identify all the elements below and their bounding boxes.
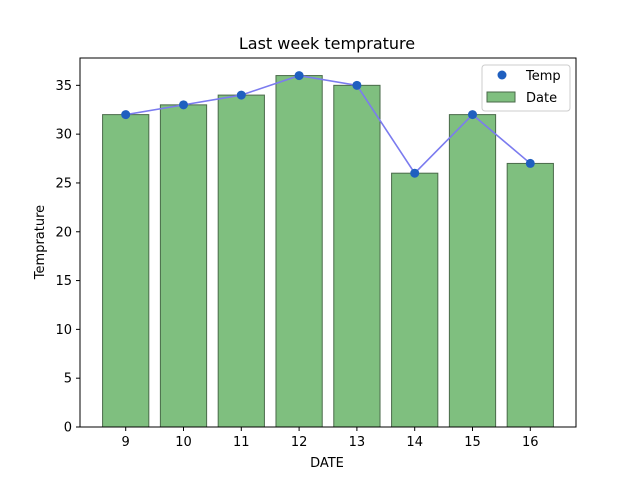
legend: Temp Date [481,64,571,112]
y-tick-label-15: 15 [55,274,72,289]
y-tick-label-35: 35 [55,79,72,94]
temp-point-16 [525,158,535,168]
x-tick-label-12: 12 [291,435,308,450]
legend-temp-marker [497,70,507,80]
x-tick-label-9: 9 [122,435,130,450]
bar-10 [159,104,208,428]
bar-16 [506,162,554,428]
bar-14 [391,172,439,428]
bars-layer [102,75,554,428]
temp-point-15 [468,110,477,120]
x-tick-label-16: 16 [522,435,539,450]
bar-15 [448,114,497,428]
x-tick-label-10: 10 [175,435,192,450]
bar-11 [217,94,265,428]
plot-frame [79,57,577,428]
y-axis-label: Temprature [33,205,48,280]
legend-temp-label: Temp [525,69,561,84]
x-tick-label-15: 15 [464,435,481,450]
y-tick-label-0: 0 [64,421,72,436]
bar-9 [102,114,150,428]
chart-title: Last week temprature [239,34,415,53]
line-layer [121,71,535,178]
legend-date-swatch [486,91,516,103]
y-tick-label-20: 20 [55,225,72,240]
temp-point-14 [410,168,420,178]
y-tick-label-25: 25 [55,176,72,191]
y-tick-label-5: 5 [64,372,72,387]
temp-line [125,74,531,175]
temp-point-12 [294,71,304,81]
legend-date-label: Date [526,91,557,106]
bar-12 [275,75,323,428]
y-tick-label-30: 30 [55,128,72,143]
bar-13 [333,84,381,428]
x-axis-label: DATE [310,456,344,471]
temp-point-13 [352,80,362,90]
ticks-layer: 9 10 11 12 13 14 15 16 0 5 10 15 20 25 30 35 [55,79,538,450]
x-tick-label-14: 14 [406,435,423,450]
temp-point-9 [121,110,131,120]
x-tick-label-13: 13 [349,435,366,450]
y-tick-label-10: 10 [55,323,72,338]
temp-point-11 [236,90,246,100]
temp-point-10 [179,100,188,110]
x-tick-label-11: 11 [233,435,250,450]
